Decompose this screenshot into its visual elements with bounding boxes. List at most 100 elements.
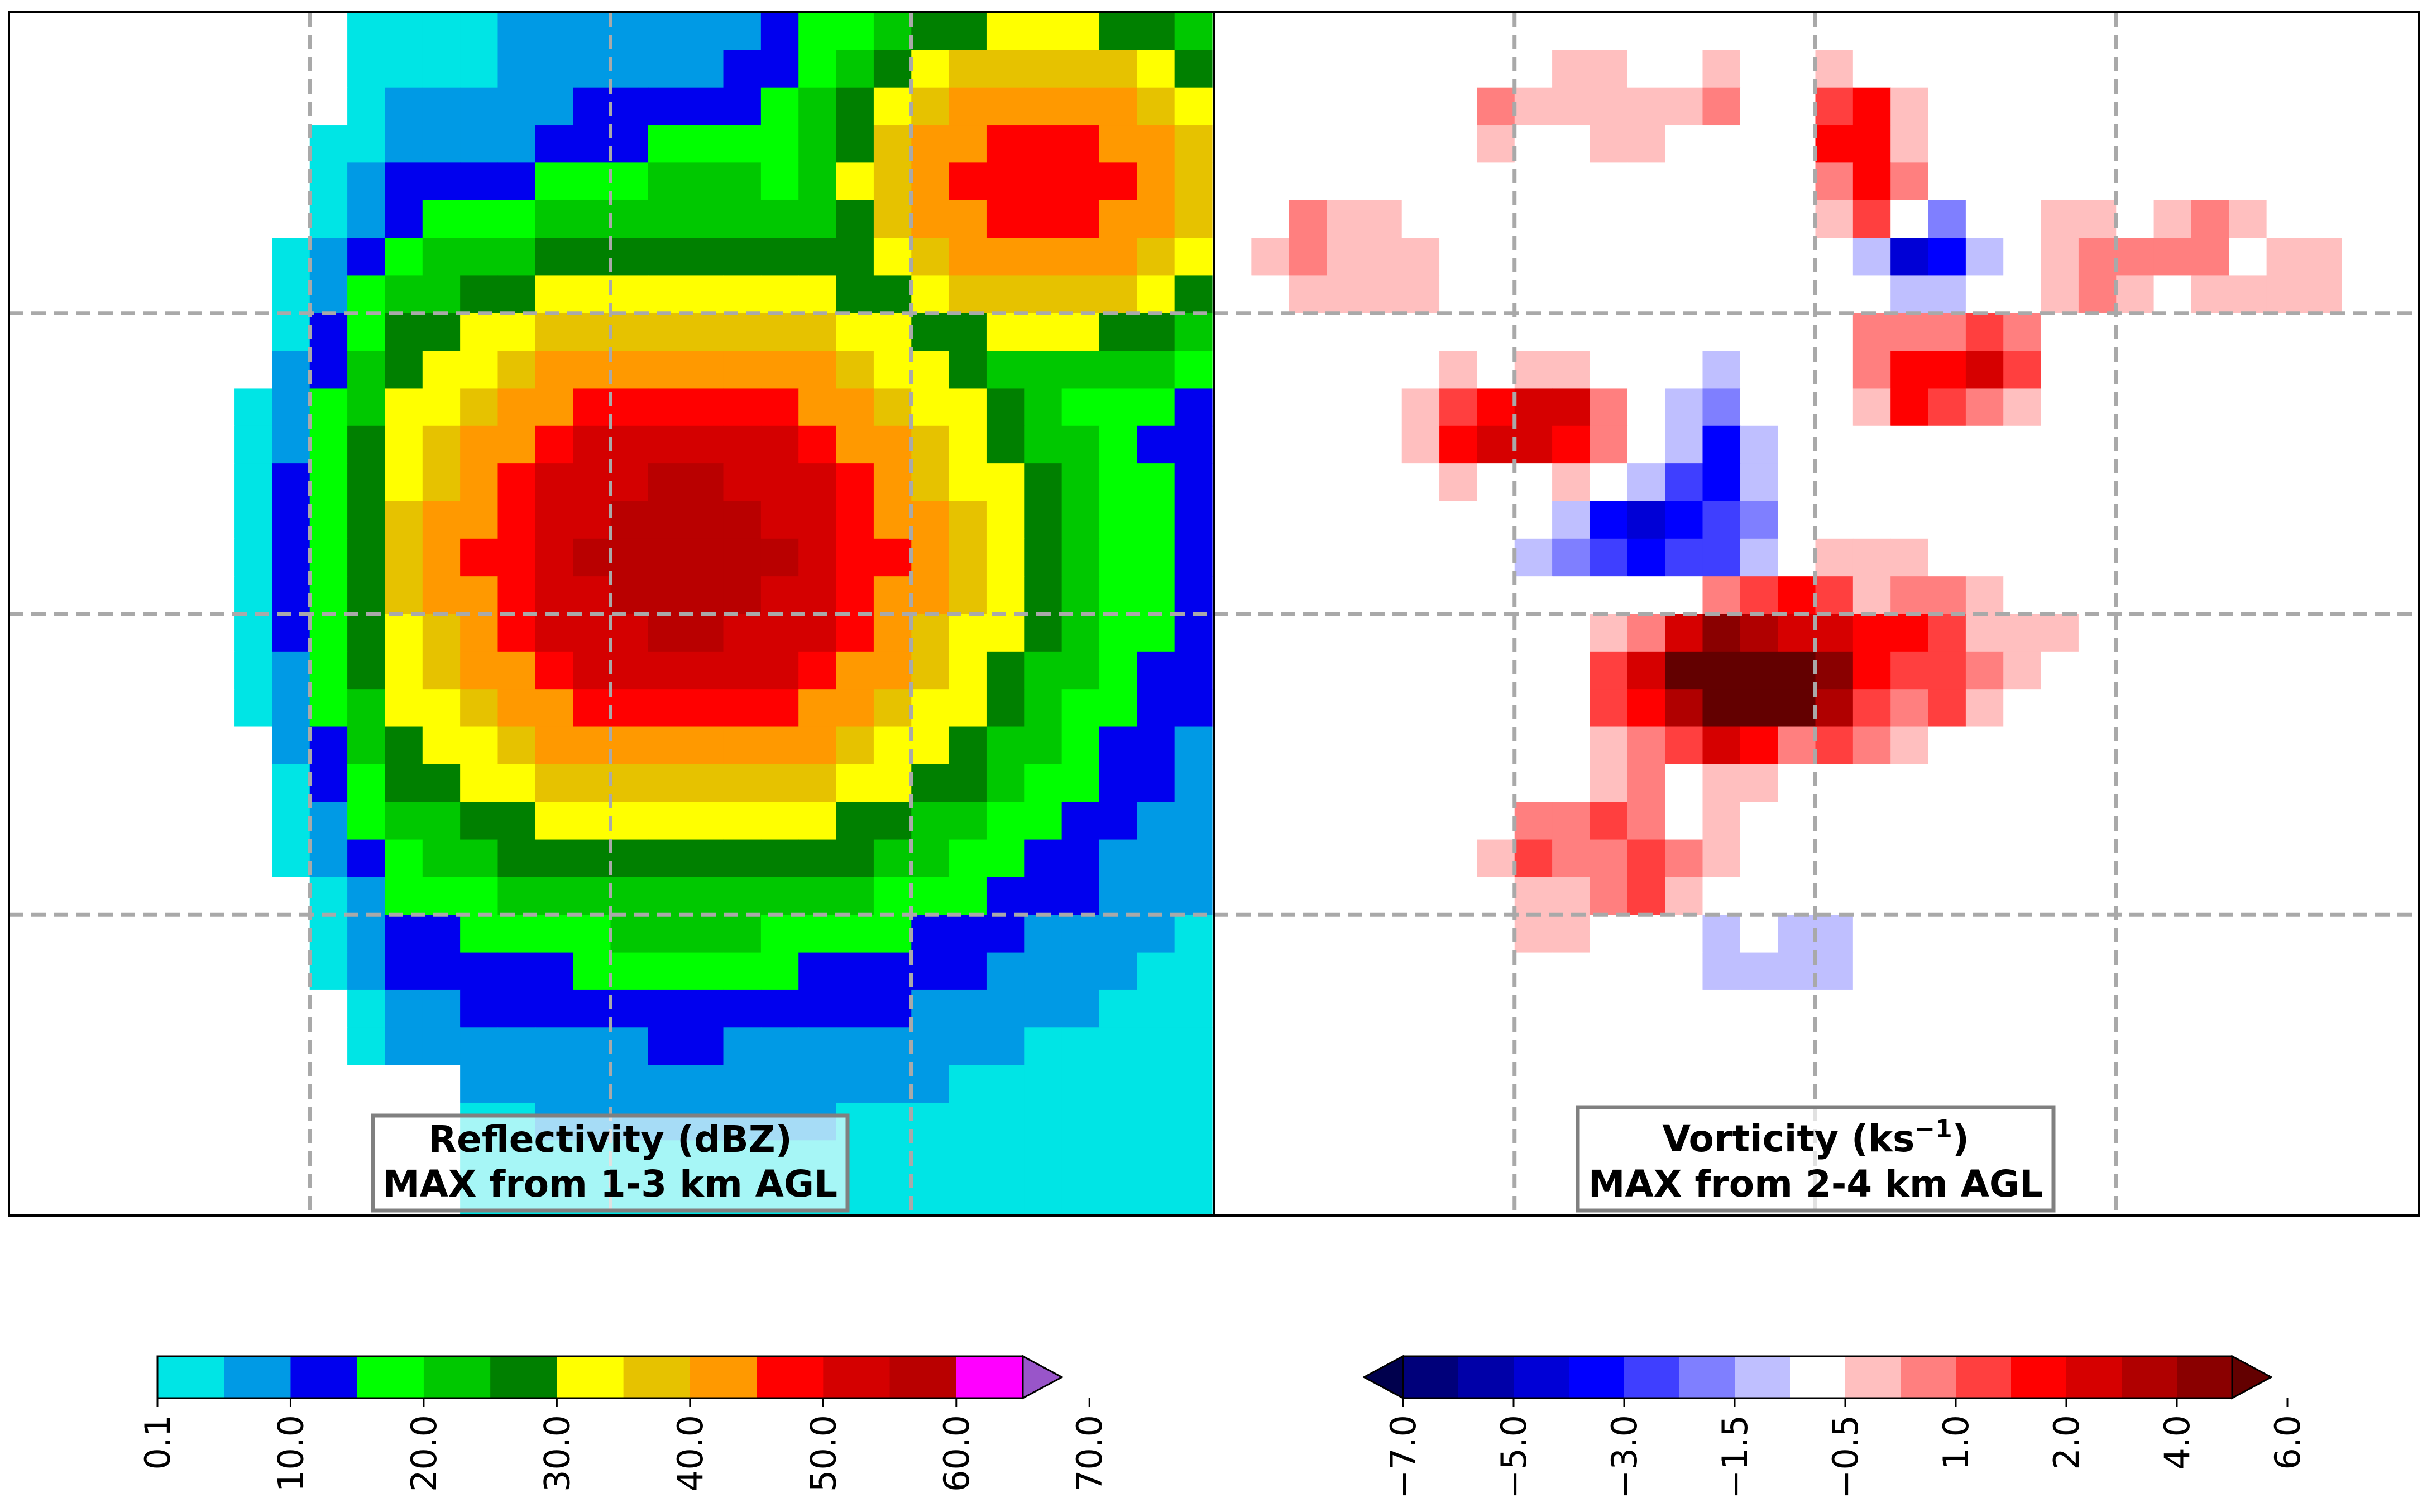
reflectivity-cell	[385, 275, 423, 314]
vorticity-cell	[1552, 764, 1591, 802]
vorticity-cell	[2266, 1065, 2305, 1103]
vorticity-cell	[2304, 1065, 2342, 1103]
reflectivity-cell	[385, 12, 423, 50]
vorticity-cell	[2078, 764, 2117, 802]
vorticity-cell	[2078, 614, 2117, 652]
vorticity-cell	[1552, 351, 1591, 389]
vorticity-cell	[1251, 989, 1290, 1028]
reflectivity-cell	[9, 162, 47, 201]
reflectivity-cell	[234, 162, 272, 201]
vorticity-cell	[2266, 839, 2305, 878]
vorticity-cell	[2266, 1027, 2305, 1066]
reflectivity-cell	[234, 463, 272, 502]
reflectivity-cell	[1061, 388, 1100, 427]
reflectivity-cell	[1137, 1065, 1175, 1103]
vorticity-cell	[2379, 764, 2418, 802]
vorticity-cell	[1778, 614, 1816, 652]
vorticity-cell	[1702, 162, 1741, 201]
reflectivity-cell	[986, 538, 1025, 577]
reflectivity-cell	[648, 689, 686, 728]
reflectivity-cell	[836, 651, 874, 690]
vorticity-cell	[1928, 50, 1966, 88]
vorticity-cell	[1627, 12, 1665, 50]
vorticity-cell	[2379, 125, 2418, 163]
vorticity-cell	[1289, 238, 1327, 276]
reflectivity-cell	[610, 989, 649, 1028]
reflectivity-cell	[347, 12, 386, 50]
reflectivity-cell	[1024, 989, 1062, 1028]
reflectivity-cell	[798, 915, 837, 953]
vorticity-cell	[2041, 12, 2079, 50]
reflectivity-cell	[234, 351, 272, 389]
vorticity-cell	[2304, 275, 2342, 314]
vorticity-cell	[1627, 238, 1665, 276]
reflectivity-cell	[873, 989, 912, 1028]
vorticity-cell	[1665, 651, 1703, 690]
vorticity-cell	[1590, 425, 1628, 464]
reflectivity-cell	[84, 313, 122, 351]
vorticity-cell	[1552, 12, 1591, 50]
vorticity-cell	[1289, 125, 1327, 163]
vorticity-cell	[2078, 802, 2117, 840]
vorticity-cell	[1552, 200, 1591, 238]
reflectivity-cell	[873, 614, 912, 652]
reflectivity-cell	[460, 1027, 499, 1066]
vorticity-cell	[1815, 87, 1854, 126]
reflectivity-cell	[986, 877, 1025, 915]
reflectivity-cell	[1099, 313, 1137, 351]
vorticity-cell	[1514, 238, 1553, 276]
reflectivity-cell	[535, 313, 573, 351]
reflectivity-cell	[122, 125, 160, 163]
reflectivity-cell	[46, 1178, 85, 1216]
reflectivity-cell	[686, 538, 724, 577]
reflectivity-cell	[986, 501, 1025, 539]
reflectivity-cell	[1137, 125, 1175, 163]
vorticity-cell	[1965, 238, 2004, 276]
vorticity-cell	[1214, 915, 1252, 953]
reflectivity-cell	[723, 689, 762, 728]
reflectivity-cell	[309, 802, 348, 840]
reflectivity-cell	[385, 351, 423, 389]
vorticity-cell	[1514, 501, 1553, 539]
reflectivity-cell	[497, 425, 536, 464]
vorticity-cell	[2116, 388, 2155, 427]
reflectivity-cell	[1174, 1027, 1213, 1066]
vorticity-cell	[2342, 162, 2380, 201]
reflectivity-cell	[46, 726, 85, 765]
vorticity-cell	[1401, 1102, 1440, 1141]
reflectivity-cell	[1137, 1140, 1175, 1179]
vorticity-cell	[1778, 877, 1816, 915]
reflectivity-cell	[986, 915, 1025, 953]
reflectivity-cell	[686, 388, 724, 427]
vorticity-cell	[1665, 614, 1703, 652]
vorticity-cell	[1552, 989, 1591, 1028]
reflectivity-cell	[497, 915, 536, 953]
reflectivity-cell	[911, 576, 950, 615]
vorticity-cell	[1364, 1065, 1402, 1103]
vorticity-cell	[2229, 726, 2267, 765]
vorticity-cell	[2116, 839, 2155, 878]
reflectivity-cell	[1099, 877, 1137, 915]
vorticity-cell	[2191, 87, 2229, 126]
reflectivity-cell	[309, 162, 348, 201]
vorticity-cell	[1552, 952, 1591, 991]
reflectivity-cell	[1024, 313, 1062, 351]
reflectivity-cell	[686, 614, 724, 652]
reflectivity-cell	[46, 425, 85, 464]
vorticity-cell	[2266, 501, 2305, 539]
vorticity-cell	[1477, 1027, 1515, 1066]
vorticity-cell	[1740, 125, 1778, 163]
vorticity-cell	[1401, 200, 1440, 238]
reflectivity-cell	[573, 125, 611, 163]
reflectivity-cell	[535, 989, 573, 1028]
vorticity-cell	[2191, 1065, 2229, 1103]
reflectivity-cell	[836, 989, 874, 1028]
vorticity-cell	[1364, 764, 1402, 802]
vorticity-cell	[1364, 576, 1402, 615]
reflectivity-cell	[986, 839, 1025, 878]
vorticity-cell	[1477, 989, 1515, 1028]
vorticity-cell	[1364, 1102, 1402, 1141]
reflectivity-cell	[460, 802, 499, 840]
reflectivity-cell	[197, 501, 235, 539]
vorticity-cell	[1928, 200, 1966, 238]
